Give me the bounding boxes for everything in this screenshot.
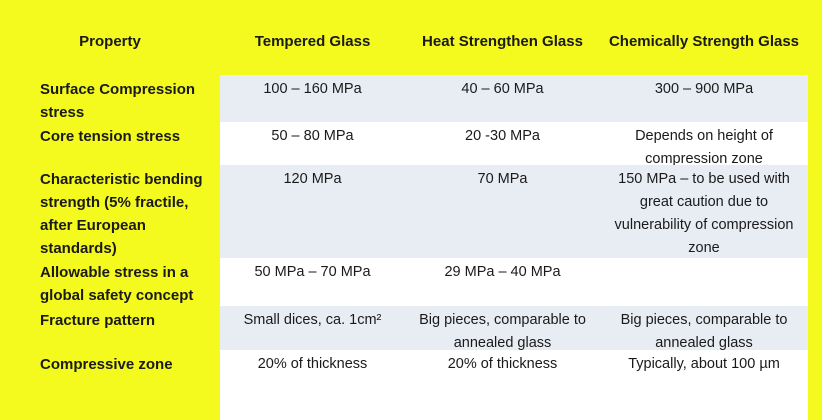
data-cell: 20% of thickness	[220, 350, 405, 420]
edge	[808, 258, 822, 306]
data-cell: Depends on height of compression zone	[600, 122, 808, 167]
header-cell: Property	[79, 33, 141, 50]
header-cell: Heat Strengthen Glass	[422, 33, 583, 50]
data-cell: 50 – 80 MPa	[220, 122, 405, 165]
row-label: Surface Compression stress	[40, 81, 196, 121]
row-label: Compressive zone	[40, 356, 173, 373]
data-cell: 150 MPa – to be used with great caution …	[600, 165, 808, 258]
data-cell: Small dices, ca. 1cm²	[220, 306, 405, 350]
data-cell: Big pieces, comparable to annealed glass	[600, 306, 808, 351]
edge	[808, 75, 822, 122]
row-label: Core tension stress	[40, 128, 181, 145]
header-cell: Tempered Glass	[254, 33, 371, 50]
data-cell: 120 MPa	[220, 165, 405, 258]
row-label: Allowable stress in a global safety conc…	[40, 264, 194, 304]
data-cell: 20% of thickness	[405, 350, 600, 420]
edge	[808, 306, 822, 350]
edge	[808, 350, 822, 420]
data-cell: Typically, about 100 µm	[600, 350, 808, 420]
data-cell	[600, 258, 808, 306]
edge	[808, 165, 822, 258]
row-label: Characteristic bending strength (5% frac…	[40, 171, 203, 257]
data-cell: 300 – 900 MPa	[600, 75, 808, 122]
header-cell: Chemically Strength Glass	[608, 33, 800, 50]
data-cell: Big pieces, comparable to annealed glass	[405, 306, 600, 351]
data-cell: 70 MPa	[405, 165, 600, 258]
edge	[808, 0, 822, 75]
row-label: Fracture pattern	[40, 312, 156, 329]
data-cell: 50 MPa – 70 MPa	[220, 258, 405, 306]
data-cell: 40 – 60 MPa	[405, 75, 600, 122]
data-cell: 20 -30 MPa	[405, 122, 600, 165]
edge	[808, 122, 822, 165]
data-cell: 100 – 160 MPa	[220, 75, 405, 122]
data-cell: 29 MPa – 40 MPa	[405, 258, 600, 306]
